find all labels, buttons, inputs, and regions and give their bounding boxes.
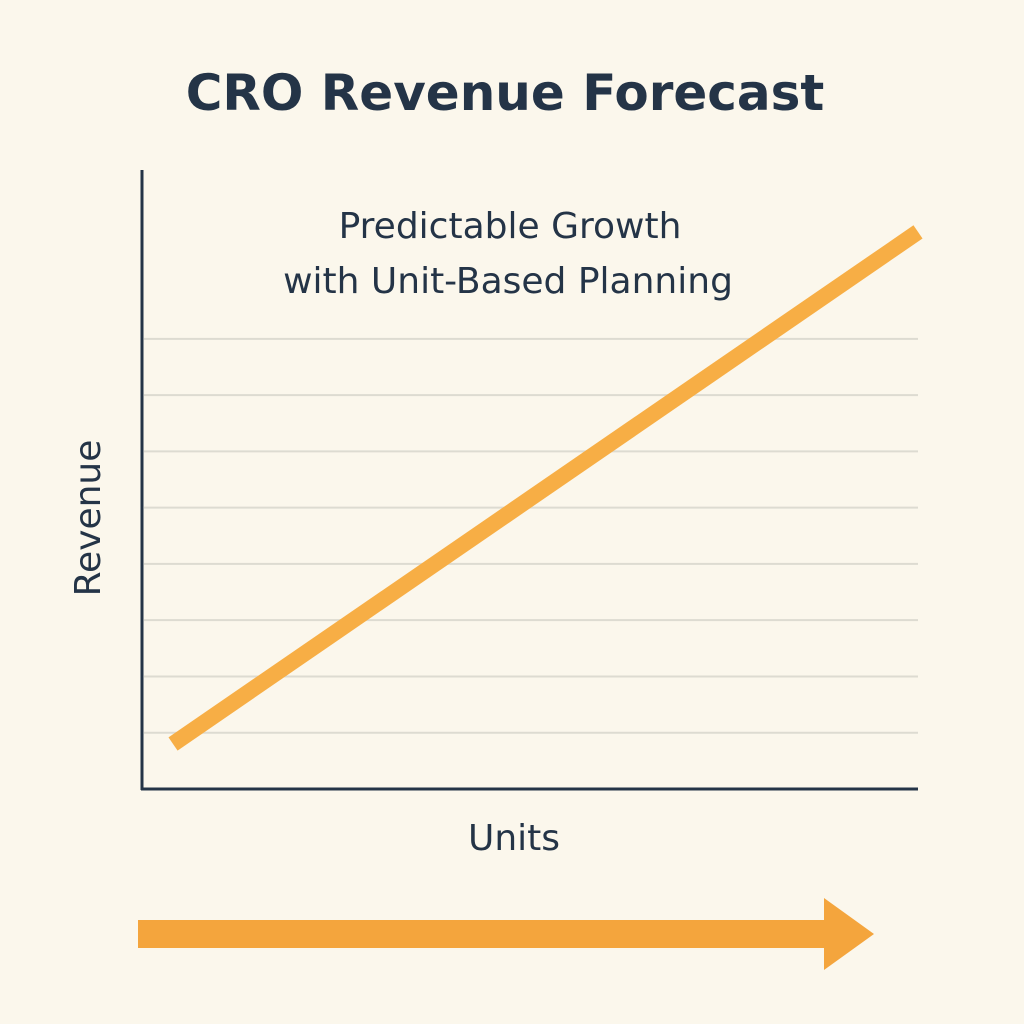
right-arrow-icon [138,898,874,970]
y-axis-label: Revenue [68,440,109,597]
annotation-line-2: with Unit-Based Planning [283,261,733,302]
x-axis-label: Units [468,818,560,859]
chart-title: CRO Revenue Forecast [186,64,825,122]
series-layer [168,225,923,751]
grid-lines [144,337,918,734]
annotation-line-1: Predictable Growth [339,206,682,247]
series-line-1 [168,225,923,751]
